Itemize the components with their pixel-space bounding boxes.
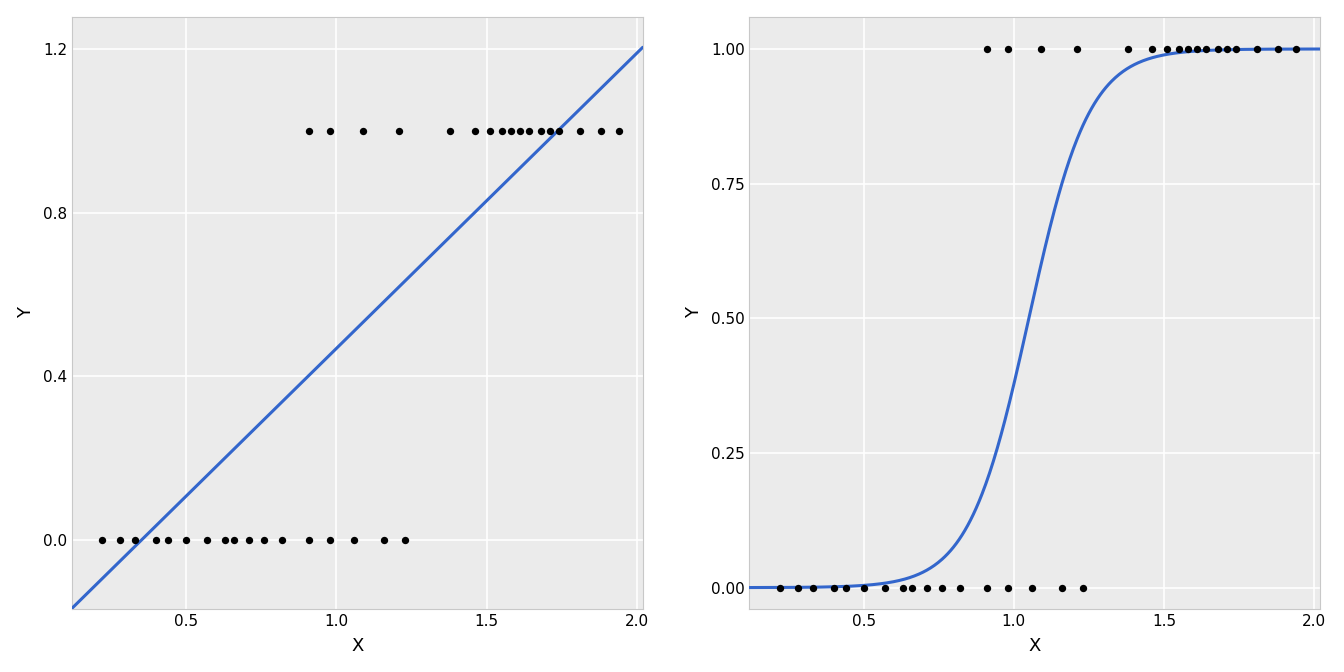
Point: [298, 534, 320, 545]
Point: [997, 582, 1019, 593]
Point: [1246, 44, 1267, 54]
Point: [548, 126, 570, 136]
Point: [109, 534, 130, 545]
Point: [802, 582, 824, 593]
Point: [500, 126, 521, 136]
Point: [1051, 582, 1073, 593]
Point: [215, 534, 237, 545]
Point: [1207, 44, 1228, 54]
Point: [976, 44, 997, 54]
Point: [157, 534, 179, 545]
Point: [853, 582, 875, 593]
Point: [769, 582, 790, 593]
Point: [1177, 44, 1199, 54]
Point: [1073, 582, 1094, 593]
Point: [835, 582, 856, 593]
Point: [569, 126, 590, 136]
Point: [124, 534, 145, 545]
Point: [1216, 44, 1238, 54]
Point: [607, 126, 629, 136]
Y-axis label: Y: Y: [684, 307, 703, 319]
Point: [931, 582, 953, 593]
Point: [271, 534, 293, 545]
Point: [1156, 44, 1177, 54]
Point: [320, 534, 341, 545]
Point: [892, 582, 914, 593]
Point: [1187, 44, 1208, 54]
Point: [949, 582, 970, 593]
Point: [91, 534, 113, 545]
X-axis label: X: X: [351, 637, 364, 655]
Point: [145, 534, 167, 545]
Point: [900, 582, 922, 593]
Point: [1226, 44, 1247, 54]
Point: [439, 126, 461, 136]
Point: [175, 534, 196, 545]
Point: [388, 126, 410, 136]
Point: [823, 582, 844, 593]
Point: [298, 126, 320, 136]
Point: [1117, 44, 1138, 54]
Point: [374, 534, 395, 545]
Point: [976, 582, 997, 593]
Point: [509, 126, 531, 136]
Point: [344, 534, 366, 545]
Point: [1168, 44, 1189, 54]
Point: [352, 126, 374, 136]
Point: [874, 582, 895, 593]
Point: [786, 582, 808, 593]
Point: [530, 126, 551, 136]
Point: [1141, 44, 1163, 54]
Point: [464, 126, 485, 136]
Point: [590, 126, 612, 136]
Point: [223, 534, 245, 545]
Point: [238, 534, 259, 545]
Point: [539, 126, 560, 136]
Point: [917, 582, 938, 593]
Point: [997, 44, 1019, 54]
Point: [478, 126, 500, 136]
Y-axis label: Y: Y: [16, 307, 35, 319]
Point: [517, 126, 539, 136]
Point: [196, 534, 218, 545]
Point: [1066, 44, 1087, 54]
Point: [320, 126, 341, 136]
Point: [1030, 44, 1051, 54]
Point: [254, 534, 276, 545]
Point: [491, 126, 512, 136]
Point: [1195, 44, 1216, 54]
Point: [395, 534, 417, 545]
Point: [1021, 582, 1043, 593]
Point: [1267, 44, 1289, 54]
Point: [1285, 44, 1306, 54]
X-axis label: X: X: [1028, 637, 1042, 655]
